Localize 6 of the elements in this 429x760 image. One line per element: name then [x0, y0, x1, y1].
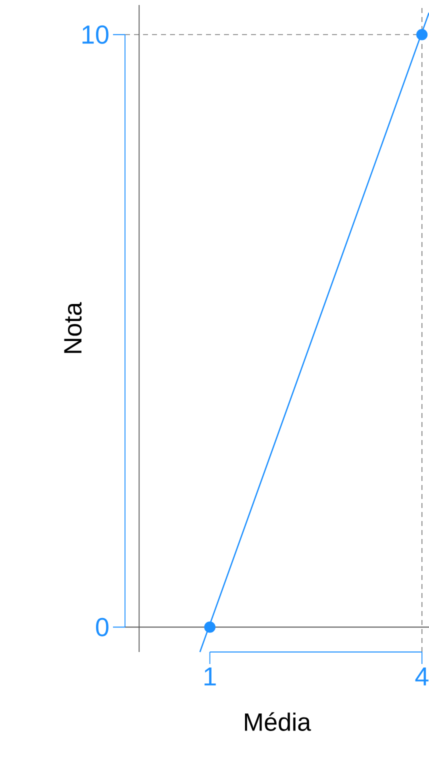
x-tick-label: 1	[204, 668, 216, 686]
y-axis-title: Nota	[64, 302, 82, 353]
y-tick-label: 0	[96, 618, 108, 636]
y-tick-label: 10	[82, 25, 108, 44]
x-tick-label: 4	[415, 668, 428, 686]
x-axis-title: Média	[245, 712, 312, 731]
